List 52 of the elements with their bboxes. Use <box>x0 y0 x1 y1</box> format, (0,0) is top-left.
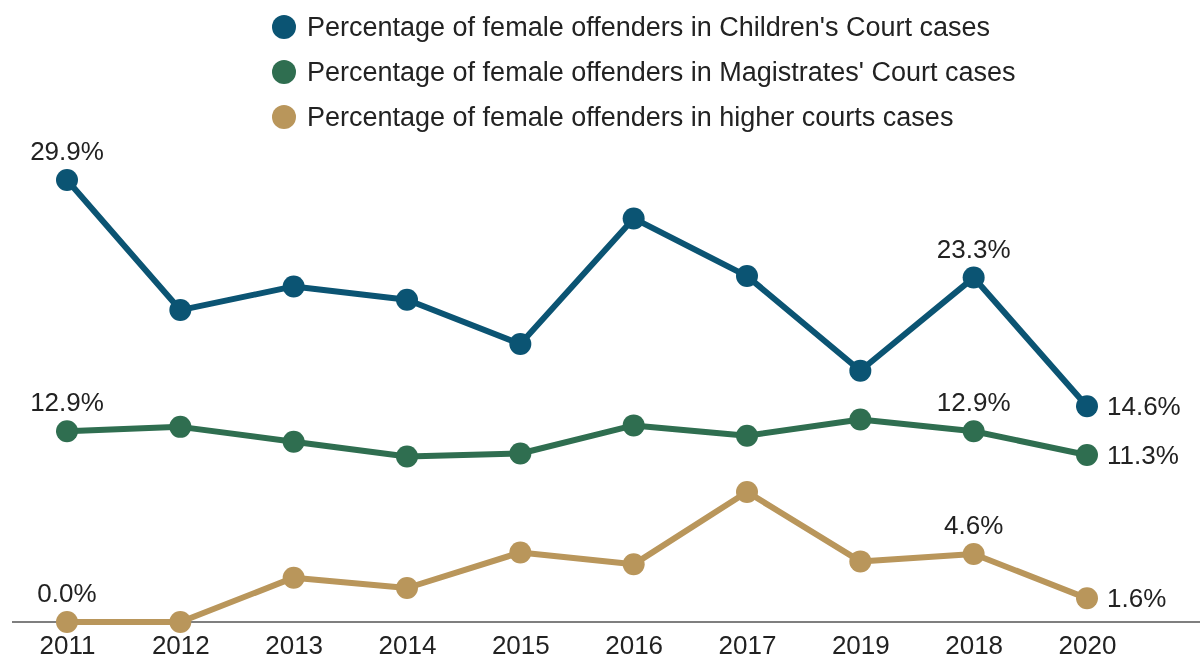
legend-label: Percentage of female offenders in Magistrates' Court cases <box>307 57 1016 87</box>
point <box>282 566 305 589</box>
x-tick-label: 2018 <box>945 630 1004 661</box>
data-label: 11.3% <box>1107 439 1179 470</box>
point <box>736 424 758 447</box>
point <box>56 169 78 191</box>
point <box>282 275 305 298</box>
x-tick-label: 2014 <box>378 630 437 661</box>
point <box>509 442 532 465</box>
x-tick-label: 2017 <box>718 630 777 661</box>
point <box>169 611 192 633</box>
x-tick-label: 2020 <box>1058 630 1117 661</box>
point <box>509 541 532 564</box>
legend-label: Percentage of female offenders in higher courts cases <box>307 102 954 132</box>
x-tick-label: 2012 <box>151 630 210 661</box>
point <box>169 415 192 438</box>
point <box>396 288 418 311</box>
x-tick-label: 2013 <box>265 630 324 661</box>
data-label: 0.0% <box>37 578 97 608</box>
point <box>282 430 305 453</box>
data-label: 4.6% <box>944 510 1004 540</box>
point <box>169 299 192 322</box>
point <box>962 266 985 289</box>
point <box>962 420 985 443</box>
point <box>396 577 418 599</box>
data-label: 23.3% <box>936 233 1011 264</box>
data-label: 14.6% <box>1107 391 1181 422</box>
point <box>56 420 78 443</box>
point <box>396 445 418 468</box>
point <box>622 414 645 437</box>
point <box>736 480 758 503</box>
point <box>849 408 872 431</box>
point <box>962 543 985 565</box>
point <box>849 359 872 382</box>
point <box>1076 443 1098 466</box>
data-label: 29.9% <box>30 136 104 166</box>
x-tick-label: 2019 <box>831 630 890 661</box>
point <box>1076 587 1098 610</box>
point <box>622 553 645 576</box>
data-label: 12.9% <box>30 387 104 418</box>
data-label: 12.9% <box>936 387 1011 418</box>
point <box>736 265 758 288</box>
x-tick-label: 2011 <box>39 630 96 661</box>
point <box>56 611 78 633</box>
point <box>849 550 872 573</box>
legend-label: Percentage of female offenders in Children's Court cases <box>307 12 991 42</box>
point <box>622 207 645 230</box>
x-tick-label: 2016 <box>605 630 664 661</box>
x-tick-label: 2015 <box>491 630 550 661</box>
point <box>509 333 532 356</box>
data-label: 1.6% <box>1107 583 1167 614</box>
point <box>1076 395 1098 418</box>
